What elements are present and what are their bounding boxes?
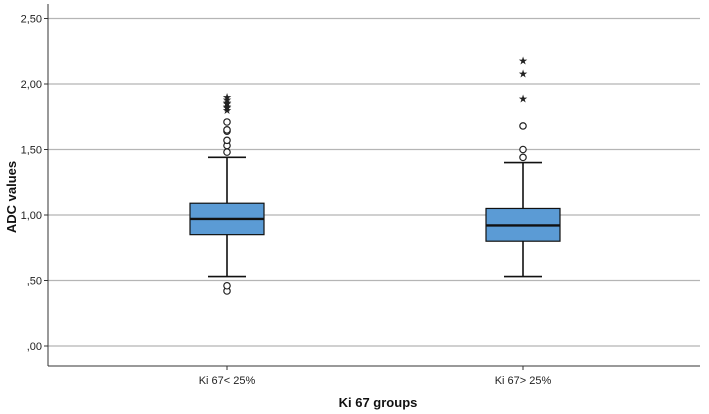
outlier-point-2	[519, 122, 527, 130]
plot-frame	[47, 4, 700, 367]
y-tick-label-2: 1,00	[21, 210, 42, 222]
extreme-point-4: ★	[222, 96, 232, 109]
y-tick-label-1: ,50	[27, 276, 42, 288]
extreme-point-2: ★	[222, 100, 232, 113]
extreme-point-1: ★	[222, 102, 232, 115]
y-axis-ticks: ,00 ,50 1,00 1,50 2,00 2,50	[21, 14, 48, 353]
outlier-point-1	[223, 281, 231, 290]
extreme-point-5: ★	[222, 94, 232, 107]
outlier-point-0	[519, 153, 527, 162]
extreme-point-3: ★	[222, 98, 232, 111]
x-tick-label-1: Ki 67< 25%	[199, 375, 256, 387]
y-axis-title: ADC values	[4, 161, 19, 233]
boxes: ★★★★★★★ ★★★	[189, 54, 561, 295]
extreme-point-1: ★	[518, 68, 528, 81]
y-tick-label-0: ,00	[27, 341, 42, 353]
extreme-point-2: ★	[518, 54, 528, 67]
outlier-point-2	[223, 148, 231, 156]
x-axis-title: Ki 67 groups	[339, 395, 418, 410]
box-group-2: ★★★	[485, 54, 561, 278]
extreme-point-0: ★	[518, 92, 528, 105]
outlier-point-7	[223, 118, 231, 126]
box-group-1: ★★★★★★★	[189, 91, 265, 295]
outlier-point-6	[223, 126, 231, 134]
grid-lines	[48, 17, 700, 347]
outlier-point-1	[519, 145, 527, 154]
extreme-point-0: ★	[222, 104, 232, 117]
x-axis-ticks: Ki 67< 25% Ki 67> 25%	[199, 366, 552, 387]
y-tick-label-4: 2,00	[21, 79, 42, 91]
y-tick-label-5: 2,50	[21, 14, 42, 26]
outlier-point-4	[223, 136, 231, 145]
x-tick-label-2: Ki 67> 25%	[495, 375, 552, 387]
extreme-point-6: ★	[222, 91, 232, 104]
y-tick-label-3: 1,50	[21, 145, 42, 157]
